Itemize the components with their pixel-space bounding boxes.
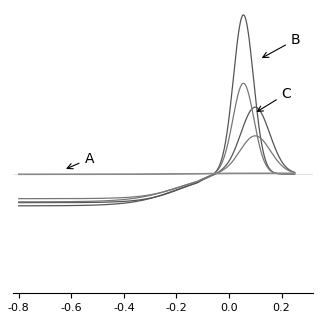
Text: B: B <box>263 33 300 58</box>
Text: A: A <box>67 152 94 169</box>
Text: C: C <box>257 87 291 111</box>
